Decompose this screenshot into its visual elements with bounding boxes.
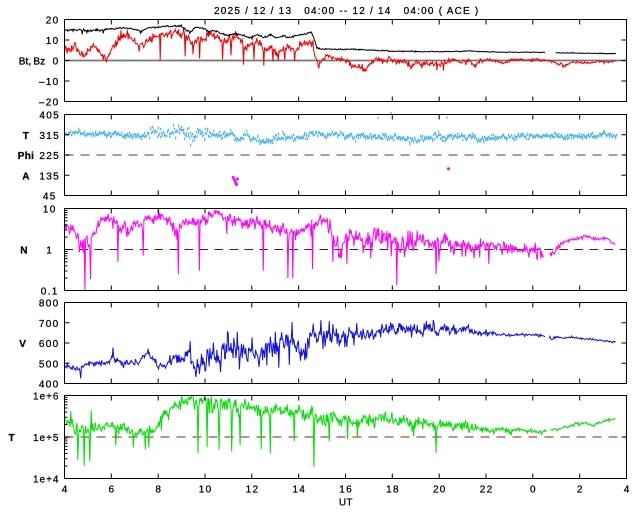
svg-text:1e+6: 1e+6 [33, 392, 60, 403]
svg-text:20: 20 [433, 485, 447, 496]
svg-text:2025 / 12 / 13 04:00 -- 12 /: 2025 / 12 / 13 04:00 -- 12 / 14 04:00 ( … [214, 6, 479, 17]
svg-text:T: T [23, 131, 29, 142]
svg-text:400: 400 [39, 380, 60, 391]
svg-text:Phi: Phi [18, 151, 34, 162]
svg-text:V: V [19, 339, 26, 350]
svg-text:135: 135 [39, 171, 60, 182]
svg-text:10: 10 [199, 485, 213, 496]
svg-text:405: 405 [39, 111, 60, 122]
svg-text:–10: –10 [39, 77, 60, 88]
svg-text:N: N [20, 246, 28, 257]
svg-text:1e+4: 1e+4 [33, 475, 60, 486]
svg-text:18: 18 [386, 485, 400, 496]
svg-text:0: 0 [53, 57, 60, 68]
svg-text:1e+5: 1e+5 [33, 433, 60, 444]
svg-text:6: 6 [109, 485, 116, 496]
svg-text:4: 4 [624, 485, 631, 496]
svg-text:10: 10 [43, 205, 57, 216]
svg-text:10: 10 [46, 36, 60, 47]
svg-text:20: 20 [46, 16, 60, 27]
svg-text:800: 800 [39, 299, 60, 310]
svg-text:1: 1 [46, 246, 53, 257]
svg-text:315: 315 [39, 131, 60, 142]
svg-text:600: 600 [39, 339, 60, 350]
svg-text:700: 700 [39, 319, 60, 330]
svg-text:A: A [22, 171, 30, 182]
svg-text:4: 4 [62, 485, 69, 496]
svg-text:Bt, Bz: Bt, Bz [19, 56, 46, 67]
svg-text:0.1: 0.1 [41, 287, 59, 298]
svg-text:–20: –20 [39, 98, 60, 109]
svg-text:T: T [8, 433, 14, 444]
svg-text:22: 22 [480, 485, 494, 496]
svg-text:12: 12 [246, 485, 260, 496]
svg-text:45: 45 [43, 192, 57, 203]
svg-text:2: 2 [577, 485, 584, 496]
svg-text:500: 500 [39, 359, 60, 370]
svg-text:225: 225 [39, 151, 60, 162]
svg-text:14: 14 [292, 485, 306, 496]
svg-text:16: 16 [339, 485, 353, 496]
svg-text:UT: UT [339, 498, 353, 509]
svg-text:0: 0 [530, 485, 537, 496]
svg-text:8: 8 [155, 485, 162, 496]
